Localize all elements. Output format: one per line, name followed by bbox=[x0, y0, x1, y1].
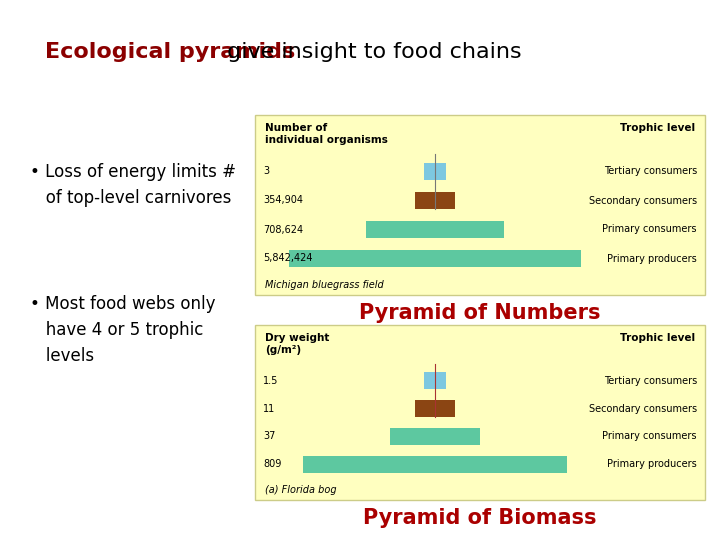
Bar bbox=[424, 372, 446, 389]
Text: Primary consumers: Primary consumers bbox=[603, 225, 697, 234]
Text: 3: 3 bbox=[263, 166, 269, 177]
Bar bbox=[255, 115, 705, 295]
Text: Tertiary consumers: Tertiary consumers bbox=[604, 166, 697, 177]
Text: Michigan bluegrass field: Michigan bluegrass field bbox=[265, 280, 384, 290]
Text: 1.5: 1.5 bbox=[263, 376, 279, 386]
Bar bbox=[390, 428, 480, 445]
Text: Primary producers: Primary producers bbox=[607, 253, 697, 264]
Text: (a) Florida bog: (a) Florida bog bbox=[265, 485, 337, 495]
Text: Primary consumers: Primary consumers bbox=[603, 431, 697, 441]
Text: Ecological pyramids: Ecological pyramids bbox=[45, 42, 295, 62]
Text: Tertiary consumers: Tertiary consumers bbox=[604, 376, 697, 386]
Bar bbox=[303, 456, 567, 472]
Text: Dry weight
(g/m²): Dry weight (g/m²) bbox=[265, 333, 329, 355]
Bar bbox=[415, 192, 455, 210]
Bar bbox=[289, 249, 581, 267]
Text: 708,624: 708,624 bbox=[263, 225, 303, 234]
Text: 11: 11 bbox=[263, 403, 275, 414]
Text: 809: 809 bbox=[263, 459, 282, 469]
Text: Secondary consumers: Secondary consumers bbox=[589, 403, 697, 414]
Text: 5,842,424: 5,842,424 bbox=[263, 253, 312, 264]
Text: Pyramid of Numbers: Pyramid of Numbers bbox=[359, 303, 600, 323]
Text: • Most food webs only
   have 4 or 5 trophic
   levels: • Most food webs only have 4 or 5 trophi… bbox=[30, 295, 215, 366]
Text: Trophic level: Trophic level bbox=[620, 333, 695, 343]
Text: 354,904: 354,904 bbox=[263, 195, 303, 206]
Bar bbox=[255, 325, 705, 500]
Text: 37: 37 bbox=[263, 431, 275, 441]
Text: Trophic level: Trophic level bbox=[620, 123, 695, 133]
Bar bbox=[366, 220, 504, 239]
Text: • Loss of energy limits #
   of top-level carnivores: • Loss of energy limits # of top-level c… bbox=[30, 163, 236, 207]
Text: Pyramid of Biomass: Pyramid of Biomass bbox=[364, 508, 597, 528]
Bar bbox=[424, 163, 446, 180]
Bar bbox=[415, 400, 455, 417]
Text: Number of
individual organisms: Number of individual organisms bbox=[265, 123, 388, 145]
Text: Secondary consumers: Secondary consumers bbox=[589, 195, 697, 206]
Text: give insight to food chains: give insight to food chains bbox=[220, 42, 521, 62]
Text: Primary producers: Primary producers bbox=[607, 459, 697, 469]
